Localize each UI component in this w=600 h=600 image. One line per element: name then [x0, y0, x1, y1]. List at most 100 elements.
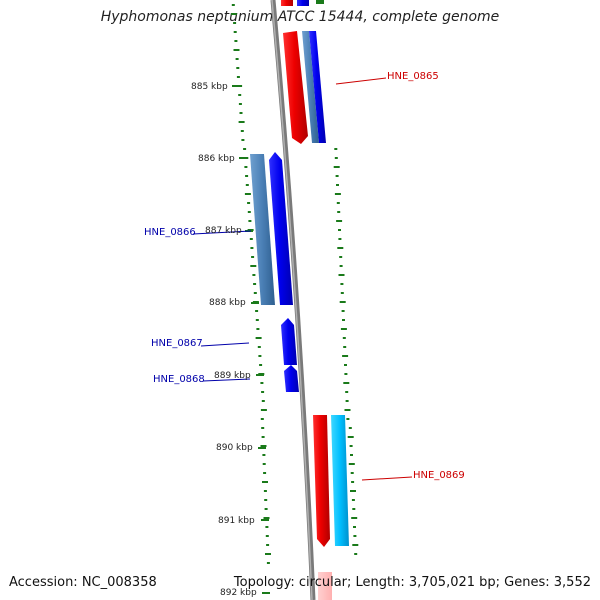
label-hne-0865[interactable]: HNE_0865 [387, 71, 439, 82]
gc-skew-dot [238, 103, 242, 105]
hne-0869-cds[interactable] [313, 415, 330, 547]
gc-skew-dot [245, 184, 249, 186]
gc-skew-dot [352, 508, 356, 510]
gene-hne-0869[interactable] [313, 415, 349, 547]
gc-skew-dot [337, 211, 341, 213]
leader-hne-0866 [192, 230, 252, 235]
tick-mark [239, 157, 247, 159]
gc-skew-dot [345, 391, 349, 393]
gc-skew-dot [340, 292, 344, 294]
gc-skew-dot [247, 202, 251, 204]
gc-skew-dot [335, 175, 339, 177]
gc-skew-dot [262, 454, 266, 456]
gc-skew-dot [348, 427, 352, 429]
gc-skew-dot [262, 481, 268, 483]
tick-label-886: 886 kbp [198, 154, 235, 164]
gc-skew-dot [260, 409, 267, 411]
tick-label-887: 887 kbp [205, 226, 242, 236]
gc-skew-dot [352, 544, 359, 546]
gc-skew-dot [350, 472, 354, 474]
gc-skew-track [230, 2, 359, 564]
hne-0865-cds-2[interactable] [309, 31, 326, 143]
gc-skew-dot [340, 283, 344, 285]
gc-skew-dot [265, 526, 269, 528]
tick-label-889: 889 kbp [214, 371, 251, 381]
partial-bottom-feature [318, 572, 332, 600]
gene-hne-0867[interactable] [281, 318, 297, 365]
gc-skew-dot [260, 418, 264, 420]
gc-skew-dot [349, 445, 353, 447]
hne-0865-cds[interactable] [283, 31, 308, 144]
gc-skew-dot [344, 364, 347, 366]
gc-skew-dot [265, 553, 271, 555]
gc-skew-dot [238, 121, 245, 123]
gc-skew-dot [351, 481, 355, 483]
tick-mark [258, 447, 266, 449]
gc-skew-dot [234, 40, 238, 42]
label-hne-0868[interactable]: HNE_0868 [153, 374, 205, 385]
gc-skew-dot [257, 346, 261, 348]
hne-0867-cds[interactable] [281, 318, 297, 365]
gc-skew-dot [256, 328, 260, 330]
gc-skew-dot [248, 220, 252, 222]
gc-skew-dot [238, 94, 242, 96]
gc-skew-dot [261, 436, 265, 438]
gene-hne-0866[interactable] [250, 152, 293, 305]
gc-skew-dot [351, 517, 358, 519]
tick-mark [256, 374, 264, 376]
label-hne-0869[interactable]: HNE_0869 [413, 470, 465, 481]
gc-skew-dot [336, 202, 340, 204]
gc-skew-dot [353, 526, 356, 528]
leader-hne-0865 [335, 77, 387, 85]
gc-skew-dot [342, 337, 346, 339]
hne-0866-cds[interactable] [269, 152, 293, 305]
gc-skew-dot [348, 463, 355, 465]
hne-0868-cds[interactable] [284, 365, 299, 392]
gc-skew-dot [253, 292, 257, 294]
label-hne-0866[interactable]: HNE_0866 [144, 227, 196, 238]
gc-skew-dot [350, 490, 356, 492]
hne-0869-gene-bar[interactable] [331, 415, 349, 546]
gc-skew-dot [264, 508, 268, 510]
gc-skew-dot [249, 238, 253, 240]
gc-skew-dot [241, 139, 245, 141]
gc-skew-dot [346, 418, 350, 420]
gc-skew-dot [263, 517, 270, 519]
gc-skew-dot [260, 382, 264, 384]
gc-skew-dot [339, 265, 343, 267]
gc-skew-dot [261, 400, 265, 402]
gc-skew-dot [247, 211, 251, 213]
label-hne-0867[interactable]: HNE_0867 [151, 338, 203, 349]
gc-skew-dot [338, 274, 345, 276]
gc-skew-dot [230, 13, 237, 15]
gc-skew-dot [236, 76, 240, 78]
gene-hne-0868[interactable] [284, 365, 299, 392]
gc-skew-dot [266, 544, 270, 546]
gc-skew-dot [351, 499, 355, 501]
gc-skew-dot [240, 130, 244, 132]
gc-skew-dot [354, 553, 358, 555]
tick-label-892: 892 kbp [220, 588, 257, 598]
gene-hne-0865[interactable] [283, 31, 326, 144]
leader-lines [192, 77, 413, 481]
gc-skew-dot [259, 364, 263, 366]
gc-skew-dot [255, 310, 259, 312]
hne-0865-gene-bar[interactable] [302, 31, 319, 143]
genome-backbone [270, 0, 316, 600]
gc-skew-dot [233, 49, 240, 51]
tick-label-890: 890 kbp [216, 443, 253, 453]
gc-skew-dot [341, 310, 345, 312]
map-title: Hyphomonas neptunium ATCC 15444, complet… [100, 9, 500, 25]
gc-skew-dot [344, 373, 348, 375]
gc-skew-dot [336, 220, 343, 222]
gc-skew-dot [263, 472, 267, 474]
gc-skew-dot [343, 382, 350, 384]
hne-0866-gene-bar[interactable] [250, 154, 275, 305]
gc-skew-dot [266, 562, 270, 564]
gc-skew-dot [340, 328, 347, 330]
tick-label-885: 885 kbp [191, 82, 228, 92]
gc-skew-dot [339, 256, 343, 258]
gc-skew-dot [334, 148, 338, 150]
